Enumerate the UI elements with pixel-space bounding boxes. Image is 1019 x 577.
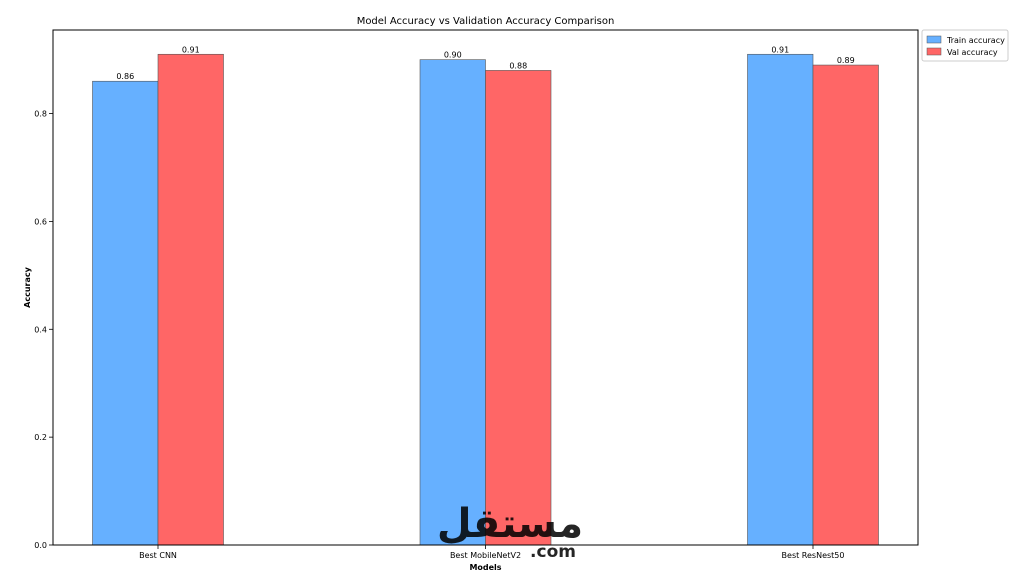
bar-train-1 [419,59,486,546]
legend-label-train: Train accuracy [946,36,1005,45]
bar-val-2 [812,64,879,546]
chart-title: Model Accuracy vs Validation Accuracy Co… [357,16,615,27]
x-tick-label: Best ResNest50 [782,551,845,560]
legend-label-val: Val accuracy [947,48,998,57]
watermark-domain-text: .com [530,542,576,562]
bar-value-label: 0.89 [837,56,855,65]
bar-value-label: 0.88 [509,61,527,70]
watermark-logo-text: مستقل [437,501,583,547]
legend-swatch-val [926,47,942,56]
x-axis: Best CNN Best MobileNetV2 Best ResNest50 [139,545,844,560]
x-axis-label: Models [469,563,501,572]
y-tick-label: 0.4 [34,325,47,334]
y-tick-label: 0.8 [34,110,47,119]
legend: Train accuracy Val accuracy [921,29,1009,62]
bar-value-label: 0.91 [182,45,200,54]
bar-value-label: 0.90 [444,51,462,60]
y-tick-label: 0.0 [34,541,47,550]
bar-value-label: 0.86 [116,72,134,81]
bar-val-1 [485,70,552,546]
bar-train-0 [92,80,159,546]
bar-value-label: 0.91 [771,45,789,54]
y-axis: 0.0 0.2 0.4 0.6 0.8 [34,110,53,550]
bars-layer [92,53,879,546]
x-tick-label: Best CNN [139,551,177,560]
watermark-logo: مستقل .com [437,501,583,562]
y-tick-label: 0.2 [34,433,47,442]
y-axis-label: Accuracy [23,266,32,307]
value-labels-layer: 0.86 0.90 0.91 0.91 0.88 0.89 [116,45,854,81]
legend-frame [921,29,1009,62]
bar-val-0 [157,53,224,546]
y-tick-label: 0.6 [34,217,47,226]
bar-train-2 [747,53,814,546]
x-tick-label: Best MobileNetV2 [450,551,521,560]
legend-swatch-train [926,35,942,44]
